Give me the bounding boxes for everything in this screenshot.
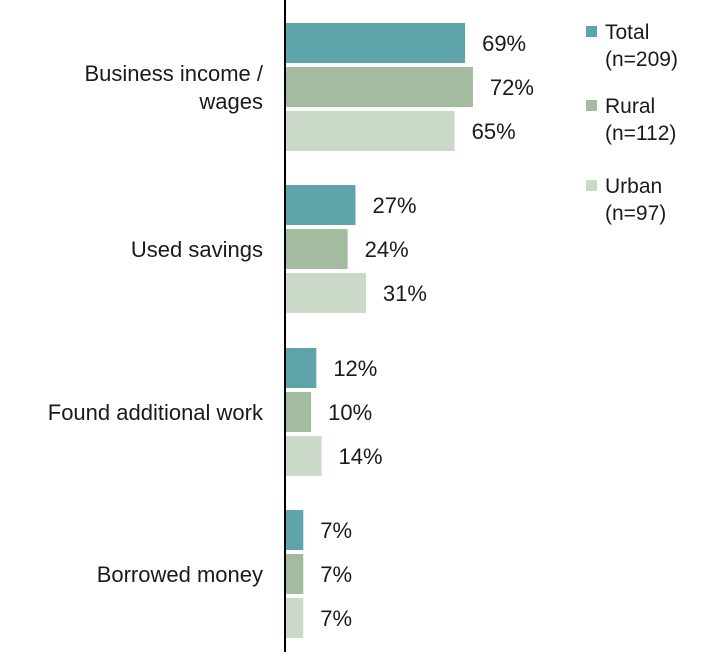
category-label: wages	[198, 89, 263, 114]
bar	[285, 229, 348, 269]
legend-label: Total	[605, 21, 649, 44]
value-label: 69%	[482, 31, 526, 56]
bar	[285, 185, 356, 225]
value-label: 14%	[339, 444, 383, 469]
value-label: 65%	[472, 119, 516, 144]
bar	[285, 273, 366, 313]
bars-group	[285, 23, 473, 638]
legend-swatch	[586, 100, 597, 111]
value-label: 72%	[490, 75, 534, 100]
value-label: 7%	[320, 518, 352, 543]
bar	[285, 510, 304, 550]
legend-label: Urban	[605, 175, 662, 198]
category-label: Borrowed money	[97, 562, 263, 587]
bar	[285, 436, 322, 476]
value-label: 12%	[333, 356, 377, 381]
bar	[285, 111, 455, 151]
value-label: 24%	[365, 237, 409, 262]
legend: Total (n=209) Rural (n=112) Urban (n=97)	[586, 21, 678, 225]
legend-label: (n=97)	[605, 202, 666, 225]
value-label: 31%	[383, 281, 427, 306]
value-label: 7%	[320, 606, 352, 631]
value-labels-group: 69% 72% 65% 27% 24% 31% 12% 10% 14% 7% 7% 7%	[320, 31, 534, 631]
category-label: Used savings	[131, 237, 263, 262]
bar	[285, 348, 317, 388]
bar	[285, 23, 466, 63]
category-labels-group: Business income / wages Used savings Found …	[48, 61, 264, 587]
legend-label: Rural	[605, 95, 655, 118]
category-label: Found additional work	[48, 400, 264, 425]
bar	[285, 554, 304, 594]
legend-label: (n=112)	[605, 122, 676, 145]
category-label: Business income /	[84, 61, 263, 86]
legend-swatch	[586, 180, 597, 191]
legend-label: (n=209)	[605, 48, 678, 71]
legend-swatch	[586, 26, 597, 37]
bar	[285, 392, 312, 432]
bar	[285, 598, 304, 638]
value-label: 27%	[372, 193, 416, 218]
bar	[285, 67, 473, 107]
value-label: 7%	[320, 562, 352, 587]
value-label: 10%	[328, 400, 372, 425]
